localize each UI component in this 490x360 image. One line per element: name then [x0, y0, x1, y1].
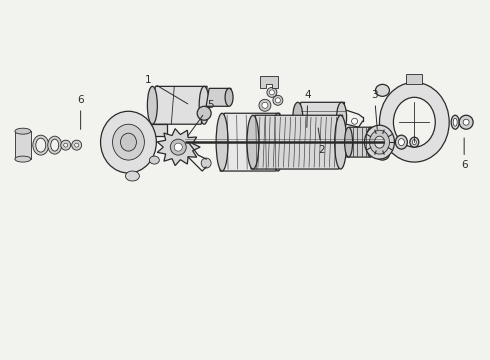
Ellipse shape: [379, 82, 449, 162]
Polygon shape: [260, 76, 278, 88]
Ellipse shape: [100, 111, 156, 173]
Ellipse shape: [272, 113, 284, 171]
Ellipse shape: [413, 140, 416, 145]
Ellipse shape: [262, 102, 268, 108]
Ellipse shape: [51, 139, 59, 151]
Polygon shape: [251, 115, 343, 169]
Circle shape: [61, 140, 71, 150]
Ellipse shape: [365, 125, 394, 159]
Polygon shape: [206, 88, 231, 106]
Ellipse shape: [344, 127, 353, 157]
Ellipse shape: [15, 128, 31, 134]
Ellipse shape: [367, 127, 374, 157]
Ellipse shape: [15, 156, 31, 162]
Ellipse shape: [335, 115, 346, 169]
Ellipse shape: [121, 133, 136, 151]
Polygon shape: [220, 113, 280, 171]
Ellipse shape: [293, 102, 303, 132]
Ellipse shape: [375, 148, 390, 160]
Polygon shape: [296, 102, 344, 132]
Ellipse shape: [369, 130, 390, 154]
Circle shape: [64, 143, 68, 147]
Circle shape: [74, 143, 78, 147]
Ellipse shape: [197, 106, 211, 120]
Text: 4: 4: [304, 90, 311, 127]
Text: 3: 3: [371, 90, 378, 129]
Ellipse shape: [375, 84, 390, 96]
Ellipse shape: [36, 138, 46, 152]
Ellipse shape: [149, 156, 159, 164]
Ellipse shape: [199, 86, 209, 124]
Ellipse shape: [48, 136, 62, 154]
Text: 6: 6: [77, 95, 84, 129]
Circle shape: [352, 118, 358, 124]
Bar: [15, 131, 31, 159]
Circle shape: [174, 143, 182, 151]
Circle shape: [463, 119, 469, 125]
Ellipse shape: [393, 97, 435, 147]
Ellipse shape: [374, 136, 385, 148]
Text: 5: 5: [188, 100, 214, 136]
Circle shape: [459, 115, 473, 129]
Circle shape: [201, 158, 211, 168]
Ellipse shape: [259, 99, 271, 111]
Circle shape: [72, 140, 82, 150]
Ellipse shape: [395, 135, 407, 149]
Ellipse shape: [453, 118, 457, 126]
Polygon shape: [151, 124, 167, 136]
Polygon shape: [149, 86, 207, 124]
Polygon shape: [157, 129, 200, 166]
Ellipse shape: [398, 139, 404, 146]
Text: 6: 6: [461, 138, 467, 170]
Ellipse shape: [216, 113, 228, 171]
Ellipse shape: [451, 115, 459, 129]
Ellipse shape: [247, 115, 259, 169]
Text: 2: 2: [318, 128, 325, 155]
Ellipse shape: [125, 171, 140, 181]
Ellipse shape: [33, 135, 49, 155]
Polygon shape: [346, 127, 372, 157]
Circle shape: [171, 139, 186, 155]
Ellipse shape: [273, 95, 283, 105]
Ellipse shape: [337, 102, 346, 132]
Ellipse shape: [267, 87, 277, 97]
Ellipse shape: [113, 124, 145, 160]
Ellipse shape: [147, 86, 157, 124]
Ellipse shape: [225, 88, 233, 106]
Ellipse shape: [270, 90, 274, 95]
Ellipse shape: [410, 137, 419, 147]
Bar: [406, 75, 422, 84]
Ellipse shape: [275, 98, 280, 103]
Text: 1: 1: [145, 75, 188, 104]
